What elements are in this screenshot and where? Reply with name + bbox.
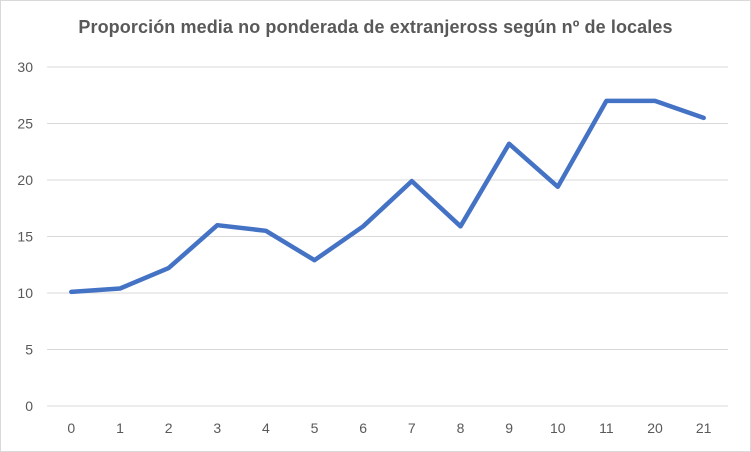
x-tick-label: 3: [213, 420, 221, 436]
y-tick-label: 0: [25, 398, 33, 414]
x-tick-label: 7: [408, 420, 416, 436]
x-tick-label: 11: [599, 420, 614, 436]
series-line: [69, 98, 706, 295]
x-tick-label: 9: [505, 420, 513, 436]
x-tick-label: 21: [696, 420, 712, 436]
x-tick-label: 8: [457, 420, 465, 436]
chart-title: Proporción media no ponderada de extranj…: [78, 17, 673, 37]
x-tick-label: 20: [647, 420, 663, 436]
y-tick-label: 30: [17, 59, 33, 75]
x-tick-label: 2: [165, 420, 173, 436]
x-tick-label: 10: [550, 420, 566, 436]
y-tick-label: 25: [17, 116, 33, 132]
x-tick-label: 0: [67, 420, 75, 436]
x-tick-label: 4: [262, 420, 270, 436]
series-group: [69, 98, 706, 295]
y-tick-label: 5: [25, 342, 33, 358]
y-tick-label: 10: [17, 285, 33, 301]
x-tick-label: 6: [359, 420, 367, 436]
x-axis-labels: 0 1 2 3 4 5 6 7 8 9 10 11 20 21: [67, 420, 711, 436]
x-tick-label: 1: [116, 420, 124, 436]
y-tick-label: 15: [17, 229, 33, 245]
y-axis-labels: 0 5 10 15 20 25 30: [17, 59, 33, 414]
y-tick-label: 20: [17, 172, 33, 188]
gridlines: [47, 66, 728, 407]
x-tick-label: 5: [311, 420, 319, 436]
